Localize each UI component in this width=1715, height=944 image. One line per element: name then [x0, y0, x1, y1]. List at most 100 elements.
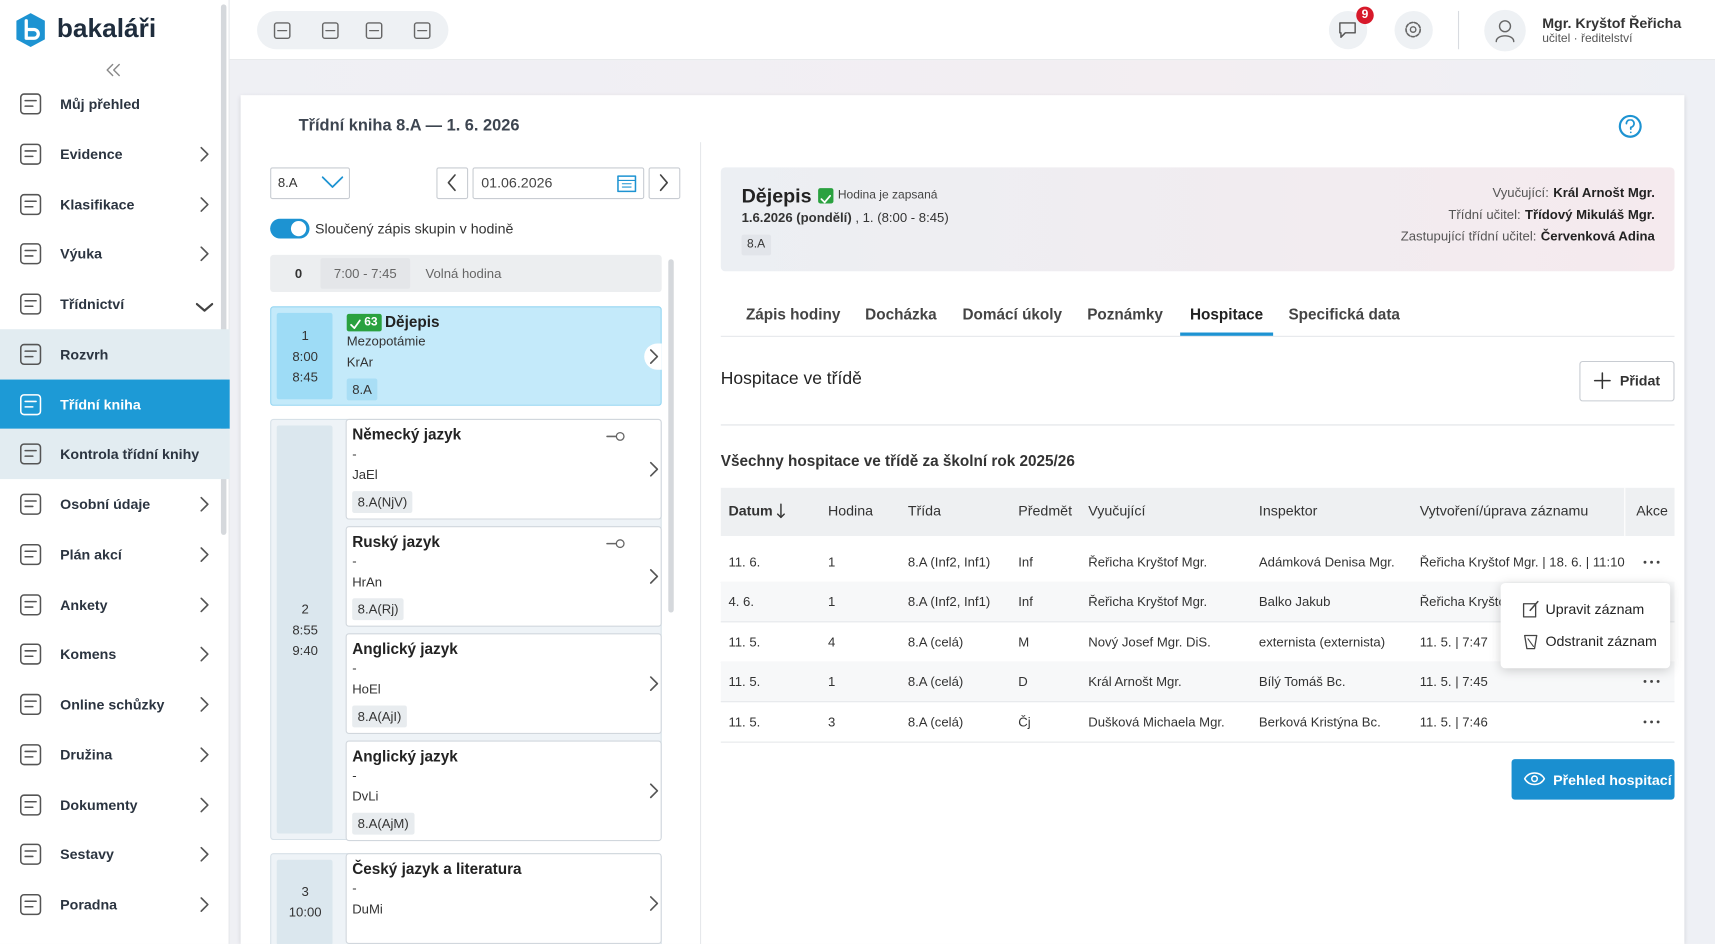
toolbar-button: [272, 21, 292, 41]
divider: [1457, 10, 1460, 50]
sidebar-item[interactable]: Třídní kniha: [60, 395, 141, 413]
table-cell: M: [1018, 634, 1030, 650]
sidebar-item[interactable]: Komens: [60, 646, 117, 663]
table-cell: Král Arnošt Mgr.: [1088, 673, 1182, 690]
top-bar: [229, 0, 1715, 61]
menu-item[interactable]: Upravit záznam: [1545, 601, 1645, 618]
column-header: Vytvoření/úprava záznamu: [1419, 502, 1589, 520]
calendar-icon: [617, 173, 637, 193]
sidebar-item[interactable]: Rozvrh: [60, 345, 109, 363]
sort-icon: [777, 503, 786, 519]
sidebar-item[interactable]: Třídnictví: [60, 295, 125, 313]
prev-day[interactable]: [436, 167, 469, 200]
tab[interactable]: Zápis hodiny: [745, 305, 841, 323]
table-cell: 1: [827, 673, 836, 690]
lesson-number: 3: [301, 883, 309, 900]
toolbar-button: [412, 21, 432, 41]
menu-item[interactable]: Odstranit záznam: [1545, 632, 1657, 650]
messages-icon: [1338, 21, 1358, 39]
badge-count: 63: [364, 315, 378, 329]
lesson-topic: -: [352, 553, 357, 569]
table-cell: Nový Josef Mgr. DiS.: [1088, 634, 1211, 650]
chevron-right: [199, 246, 210, 262]
lesson-teacher: JaEl: [352, 467, 378, 483]
tab[interactable]: Domácí úkoly: [962, 305, 1063, 323]
class-select[interactable]: [270, 167, 350, 200]
lesson-subject: Anglický jazyk: [352, 747, 458, 765]
sidebar-item[interactable]: Dokumenty: [60, 796, 138, 813]
select-arrow: [320, 175, 344, 190]
row-actions[interactable]: [1640, 712, 1664, 732]
chevron-right: [199, 747, 210, 762]
lesson-label: Volná hodina: [425, 265, 502, 282]
lesson-scrollbar: [668, 259, 674, 613]
status-check-mark: [820, 190, 832, 204]
sidebar-item[interactable]: Plán akcí: [60, 546, 122, 563]
table-cell: Berková Kristýna Bc.: [1258, 714, 1381, 730]
sidebar-item[interactable]: Družina: [60, 746, 113, 763]
tab[interactable]: Poznámky: [1087, 305, 1163, 323]
sidebar-item[interactable]: Ankety: [60, 596, 108, 613]
sidebar-item[interactable]: Poradna: [60, 896, 118, 913]
table-cell: 11. 5. | 7:47: [1419, 634, 1488, 650]
sidebar-icon: [19, 492, 43, 516]
notification-badge: [1356, 6, 1374, 25]
chevron-right: [199, 196, 210, 212]
notification-count: 9: [1361, 8, 1369, 22]
lesson-teacher: DvLi: [352, 788, 379, 804]
date-value: 01.06.2026: [481, 174, 553, 191]
lesson-group: 8.A(AjM): [352, 812, 415, 835]
chevron-right: [649, 569, 660, 584]
staff-label: Zastupující třídní učitel:: [1400, 228, 1537, 244]
chevron-right: [199, 146, 210, 162]
date-input[interactable]: [472, 167, 645, 200]
sidebar-item[interactable]: Výuka: [60, 245, 103, 263]
sidebar-icon: [19, 893, 43, 917]
lesson-number: 2: [301, 601, 309, 617]
lesson-teacher: DuMi: [352, 901, 383, 917]
sidebar-item[interactable]: Můj přehled: [60, 95, 140, 113]
overview-button[interactable]: [1511, 759, 1675, 800]
chevron-right: [649, 349, 660, 364]
sidebar-icon: [19, 542, 43, 566]
lesson-subject: Anglický jazyk: [352, 639, 458, 658]
chevron-right: [649, 896, 660, 911]
staff-label: Vyučující:: [1492, 184, 1549, 201]
sidebar-item[interactable]: Evidence: [60, 145, 123, 163]
lesson-teacher: KrAr: [346, 354, 373, 370]
user-role: učitel · ředitelství: [1542, 32, 1633, 46]
sidebar-item[interactable]: Sestavy: [60, 846, 114, 863]
row-actions[interactable]: [1640, 552, 1664, 572]
section-subtitle: Všechny hospitace ve třídě za školní rok…: [720, 451, 1075, 470]
table-cell: 11. 5.: [728, 714, 761, 730]
table-cell: 8.A (celá): [907, 673, 964, 690]
lesson-number: 1: [301, 327, 309, 343]
table-header: [720, 487, 1675, 536]
sidebar-item[interactable]: Klasifikace: [60, 195, 135, 213]
row-actions[interactable]: [1640, 672, 1664, 692]
lesson-entry[interactable]: [345, 853, 662, 944]
tab[interactable]: Specifická data: [1288, 305, 1400, 323]
chevron-right: [199, 646, 210, 662]
sidebar-item[interactable]: Kontrola třídní knihy: [60, 445, 200, 463]
table-cell: Dušková Michaela Mgr.: [1088, 714, 1225, 730]
sidebar-item[interactable]: Osobní údaje: [60, 496, 151, 513]
table-cell: Adámková Denisa Mgr.: [1258, 554, 1395, 570]
table-row: [720, 661, 1675, 703]
table-cell: Řeřicha Kryštof Mgr.: [1088, 593, 1208, 610]
table-cell: Řeřicha Kryštof Mgr.: [1088, 554, 1208, 570]
tab-underline: [1180, 332, 1274, 336]
tab[interactable]: Hospitace: [1190, 305, 1264, 323]
detail-card: [720, 167, 1675, 272]
tab[interactable]: Docházka: [865, 305, 937, 323]
lesson-subject: Dějepis: [385, 312, 440, 331]
chevron-down: [195, 299, 214, 312]
lesson-topic: Mezopotámie: [346, 333, 426, 349]
column-header: Datum: [728, 502, 773, 520]
next-day[interactable]: [648, 167, 681, 200]
column-header: Předmět: [1018, 502, 1073, 520]
sidebar-item[interactable]: Online schůzky: [60, 696, 165, 713]
table-cell: 11. 5.: [728, 673, 761, 690]
overview-label: Přehled hospitací: [1553, 771, 1672, 789]
context-menu: [1500, 582, 1671, 669]
